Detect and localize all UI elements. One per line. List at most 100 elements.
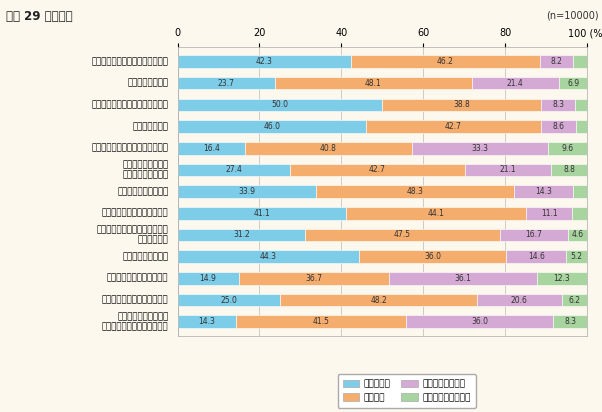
Bar	[526, 207, 572, 220]
Bar	[178, 55, 351, 68]
Text: 36.1: 36.1	[455, 274, 471, 283]
Text: 41.5: 41.5	[312, 317, 329, 326]
Text: 20.6: 20.6	[511, 295, 528, 304]
Text: 6.9: 6.9	[567, 79, 579, 88]
Text: 12.3: 12.3	[553, 274, 570, 283]
Bar	[236, 316, 406, 328]
Bar	[178, 229, 305, 241]
Bar	[540, 55, 574, 68]
Bar	[574, 55, 587, 68]
Text: 8.8: 8.8	[563, 165, 575, 174]
Text: 21.1: 21.1	[500, 165, 516, 174]
Text: 42.3: 42.3	[256, 57, 273, 66]
Bar	[178, 185, 317, 198]
Text: 48.3: 48.3	[407, 187, 424, 196]
Text: 16.7: 16.7	[526, 230, 542, 239]
Bar	[178, 142, 245, 154]
Text: 14.3: 14.3	[535, 187, 552, 196]
Bar	[359, 250, 506, 263]
Bar	[471, 77, 559, 89]
Bar	[536, 272, 587, 285]
Bar	[559, 77, 588, 89]
Text: 40.8: 40.8	[320, 144, 337, 153]
Bar	[351, 55, 540, 68]
Bar	[506, 250, 566, 263]
Text: 14.9: 14.9	[200, 274, 217, 283]
Text: 36.0: 36.0	[471, 317, 488, 326]
Text: 11.1: 11.1	[541, 209, 557, 218]
Text: 8.2: 8.2	[551, 57, 563, 66]
Text: 42.7: 42.7	[445, 122, 462, 131]
Bar	[551, 164, 587, 176]
Bar	[553, 316, 588, 328]
Text: 33.3: 33.3	[471, 144, 488, 153]
Bar	[366, 120, 541, 133]
Bar	[178, 164, 290, 176]
Text: (n=10000): (n=10000)	[547, 10, 599, 20]
Bar	[178, 294, 280, 306]
Text: 14.3: 14.3	[199, 317, 216, 326]
Bar	[573, 185, 587, 198]
Bar	[514, 185, 573, 198]
Bar	[575, 98, 587, 111]
Bar	[238, 272, 389, 285]
Bar	[317, 185, 514, 198]
Bar	[178, 316, 236, 328]
Bar	[245, 142, 412, 154]
Text: 48.1: 48.1	[365, 79, 382, 88]
Bar	[178, 250, 359, 263]
Text: 48.2: 48.2	[370, 295, 387, 304]
Text: 44.1: 44.1	[427, 209, 444, 218]
Text: 14.6: 14.6	[528, 252, 545, 261]
Text: 33.9: 33.9	[238, 187, 255, 196]
Bar	[572, 207, 587, 220]
Bar	[576, 120, 587, 133]
Text: 46.0: 46.0	[263, 122, 281, 131]
Bar	[305, 229, 500, 241]
Legend: とても重要, まあ重要, あまり重要でない, まったく重要でない: とても重要, まあ重要, あまり重要でない, まったく重要でない	[338, 375, 476, 408]
Text: 25.0: 25.0	[220, 295, 237, 304]
Text: 27.4: 27.4	[225, 165, 242, 174]
Text: 42.7: 42.7	[368, 165, 386, 174]
Text: 5.2: 5.2	[571, 252, 583, 261]
Text: 36.7: 36.7	[305, 274, 322, 283]
Text: 8.6: 8.6	[552, 122, 564, 131]
Text: 46.2: 46.2	[437, 57, 454, 66]
Bar	[500, 229, 568, 241]
Text: 31.2: 31.2	[233, 230, 250, 239]
Text: 16.4: 16.4	[203, 144, 220, 153]
Bar	[178, 98, 382, 111]
Bar	[389, 272, 536, 285]
Bar	[280, 294, 477, 306]
Text: 21.4: 21.4	[507, 79, 524, 88]
Bar	[465, 164, 551, 176]
Bar	[541, 120, 576, 133]
Text: 50.0: 50.0	[272, 101, 288, 109]
Bar	[178, 272, 238, 285]
Text: 平成 29 年度調査: 平成 29 年度調査	[6, 10, 73, 23]
Bar	[290, 164, 465, 176]
Text: 44.3: 44.3	[260, 252, 277, 261]
Text: 41.1: 41.1	[253, 209, 270, 218]
Text: 47.5: 47.5	[394, 230, 411, 239]
Text: 38.8: 38.8	[453, 101, 470, 109]
Bar	[382, 98, 541, 111]
Text: 9.6: 9.6	[562, 144, 574, 153]
Bar	[406, 316, 553, 328]
Bar	[178, 120, 366, 133]
Text: 4.6: 4.6	[571, 230, 583, 239]
Bar	[178, 207, 346, 220]
Text: 8.3: 8.3	[564, 317, 576, 326]
Bar	[412, 142, 548, 154]
Bar	[477, 294, 562, 306]
Text: 23.7: 23.7	[218, 79, 235, 88]
Text: 8.3: 8.3	[552, 101, 564, 109]
Bar	[568, 229, 587, 241]
Bar	[566, 250, 588, 263]
Text: 36.0: 36.0	[424, 252, 441, 261]
Text: 6.2: 6.2	[568, 295, 580, 304]
Bar	[541, 98, 575, 111]
Bar	[275, 77, 471, 89]
Bar	[562, 294, 587, 306]
Bar	[178, 77, 275, 89]
